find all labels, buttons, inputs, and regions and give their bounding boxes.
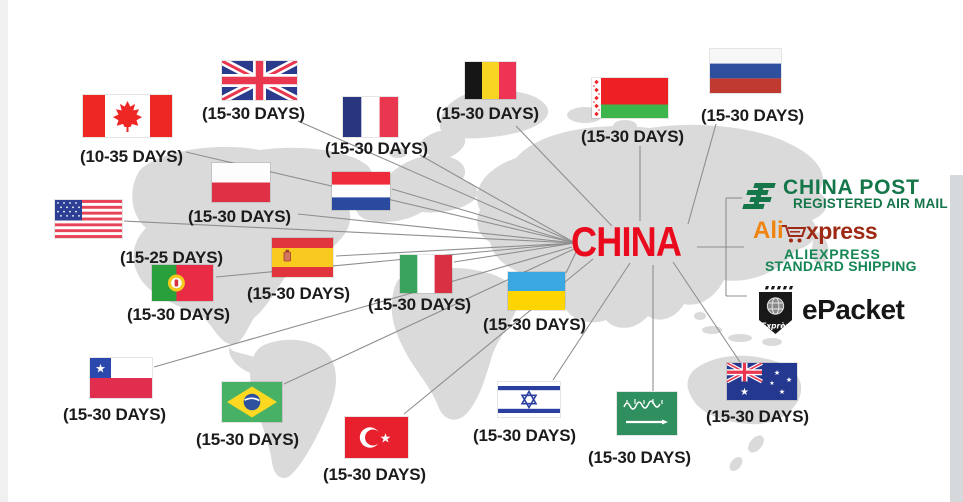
landmass: [694, 312, 706, 320]
connector-chile: [153, 246, 573, 368]
days-label-saudi-arabia: (15-30 DAYS): [588, 448, 691, 467]
svg-text:★: ★: [740, 387, 749, 398]
days-label-belarus: (15-30 DAYS): [581, 127, 684, 146]
connector-belgium: [515, 125, 613, 227]
days-label-italy: (15-30 DAYS): [368, 295, 471, 314]
days-label-australia: (15-30 DAYS): [706, 407, 809, 426]
svg-text:★: ★: [380, 431, 392, 446]
saudi-arabia-flag-icon: [617, 392, 677, 435]
landmass: [728, 334, 752, 342]
aliexpress-brand-ali: Ali: [753, 217, 784, 244]
canada-flag-icon: [83, 95, 172, 137]
australia-flag-icon: ★ ★ ★ ★ ★: [727, 363, 797, 400]
connector-usa: [123, 220, 576, 244]
russia-flag-icon: [710, 49, 781, 93]
italy-flag-icon: [400, 255, 452, 293]
ukraine-flag-icon: [508, 272, 565, 310]
belgium-flag-icon: [465, 62, 516, 99]
china-post-logo-icon: [742, 183, 776, 209]
landmass: [389, 148, 407, 158]
landmass: [391, 267, 518, 420]
days-label-chile: (15-30 DAYS): [63, 405, 166, 424]
svg-text:★: ★: [774, 369, 780, 377]
china-post-title: CHINA POST: [783, 176, 920, 199]
days-label-russia: (15-30 DAYS): [701, 106, 804, 125]
landmass: [729, 457, 743, 471]
svg-text:★: ★: [786, 376, 792, 384]
landmass: [0, 0, 8, 502]
landmass: [250, 339, 336, 478]
poland-flag-icon: [212, 163, 270, 202]
days-label-israel: (15-30 DAYS): [473, 426, 576, 445]
svg-text:★: ★: [95, 362, 106, 376]
svg-text:★: ★: [769, 380, 774, 387]
connector-brazil: [283, 248, 575, 385]
days-label-brazil: (15-30 DAYS): [196, 430, 299, 449]
france-flag-icon: [343, 97, 398, 137]
belarus-flag-icon: [592, 78, 668, 118]
aliexpress-brand-xpress: xpress: [806, 218, 878, 244]
connector-france: [419, 154, 576, 244]
brazil-flag-icon: [222, 382, 282, 422]
turkey-flag-icon: ★: [345, 417, 408, 458]
netherlands-flag-icon: [332, 172, 390, 210]
portugal-flag-icon: [152, 265, 213, 301]
spain-flag-icon: [272, 238, 333, 277]
epacket-stamp-text: Exprès: [761, 322, 790, 331]
connector-ukraine: [565, 249, 578, 274]
landmass: [439, 89, 549, 139]
epacket-label: ePacket: [802, 294, 905, 325]
connector-spain: [335, 242, 576, 257]
aliexpress-cart-icon: [782, 225, 807, 243]
days-label-portugal: (15-30 DAYS): [127, 305, 230, 324]
days-label-spain: (15-30 DAYS): [247, 284, 350, 303]
connector-netherlands: [391, 188, 576, 244]
china-hub-label: CHINA: [571, 218, 682, 265]
connector-israel: [552, 262, 631, 381]
connector-poland: [297, 213, 576, 244]
aliexpress-line2: STANDARD SHIPPING: [765, 258, 917, 274]
landmass: [748, 435, 764, 453]
days-label-france: (15-30 DAYS): [325, 139, 428, 158]
landmass: [420, 129, 466, 159]
uk-flag-icon: [222, 61, 297, 100]
days-label-poland: (15-30 DAYS): [188, 207, 291, 226]
usa-flag-icon: [55, 200, 122, 238]
connector-russia: [687, 123, 717, 225]
days-label-canada: (10-35 DAYS): [80, 147, 183, 166]
svg-text:★: ★: [779, 388, 785, 396]
connector-italy: [453, 242, 576, 263]
chile-flag-icon: ★: [90, 358, 152, 398]
days-label-uk: (15-30 DAYS): [202, 104, 305, 123]
china-post-subtitle: REGISTERED AIR MAIL: [793, 196, 948, 211]
connector-australia: [672, 261, 741, 363]
days-label-usa: (15-25 DAYS): [120, 248, 223, 267]
days-label-belgium: (15-30 DAYS): [436, 104, 539, 123]
landmass: [762, 338, 782, 346]
aliexpress-line1: ALIEXPRESS: [784, 246, 881, 262]
days-label-ukraine: (15-30 DAYS): [483, 315, 586, 334]
days-label-turkey: (15-30 DAYS): [323, 465, 426, 484]
landmass: [950, 175, 963, 502]
epacket-stamp-icon: Exprès: [759, 286, 793, 334]
landmass: [811, 232, 829, 265]
israel-flag-icon: [498, 382, 560, 417]
connector-uk: [297, 120, 576, 244]
